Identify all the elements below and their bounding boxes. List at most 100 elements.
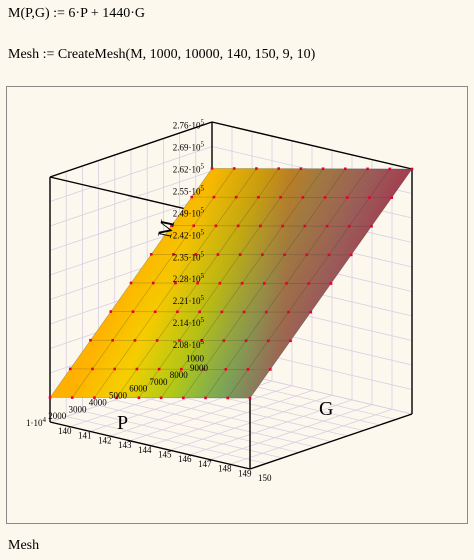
mesh-point [255, 167, 258, 170]
mesh-point [390, 196, 394, 199]
mesh-point [220, 310, 224, 314]
mesh-point [212, 195, 216, 199]
mesh-point [240, 281, 244, 285]
mesh-definition[interactable]: Mesh := CreateMesh(M, 1000, 10000, 140, … [8, 47, 316, 62]
z-tick-label: 2.28·105 [173, 272, 205, 284]
frame-edge [49, 121, 213, 178]
mesh-point [91, 367, 94, 371]
g-tick-label: 140 [58, 426, 72, 436]
mesh-line [90, 339, 291, 342]
mesh-point [287, 310, 290, 314]
mesh-point [244, 339, 248, 342]
grid-line [189, 399, 353, 456]
mesh-point [368, 196, 371, 199]
mesh-point [89, 338, 92, 342]
mesh-point [321, 167, 325, 171]
mesh-point [366, 167, 369, 171]
mesh-point [344, 167, 347, 171]
z-tick-base: 1000 [186, 354, 205, 364]
axis-label-g: G [319, 398, 333, 420]
mesh-point [268, 368, 272, 371]
mesh-point [281, 224, 284, 228]
mesh-point [218, 281, 222, 285]
mesh-point [48, 396, 52, 399]
mesh-point [210, 167, 214, 170]
mesh-point [178, 339, 181, 342]
mesh-point [180, 367, 183, 371]
mesh-point [234, 195, 238, 199]
mesh-point [265, 310, 268, 314]
grid-line [209, 404, 373, 460]
grid-line [149, 390, 313, 446]
grid-line [66, 416, 267, 464]
mesh-point [238, 253, 242, 256]
mesh-point [216, 253, 220, 256]
axis-label-p: P [117, 412, 128, 434]
mesh-point [347, 224, 351, 228]
mesh-line [211, 168, 413, 170]
mesh-point [232, 167, 236, 170]
mesh-point [157, 367, 161, 371]
mesh-point [202, 367, 205, 371]
grid-line [169, 394, 333, 451]
mesh-point [109, 310, 113, 313]
g-tick-label: 145 [158, 450, 172, 460]
z-tick-label: 2.49·105 [173, 206, 205, 218]
surface-plot[interactable]: 2.08·105 2.14·105 2.21·105 2.28·105 2.35·105… [6, 86, 468, 524]
mesh-point [93, 396, 96, 399]
mesh-point [192, 224, 196, 228]
grid-line [114, 399, 315, 448]
g-tick-label: 148 [218, 464, 232, 474]
mesh-point [388, 167, 392, 171]
mesh-point [329, 282, 333, 285]
tick-labels: 2.08·105 2.14·105 2.21·105 2.28·105 2.35·105… [26, 119, 272, 483]
surface-plot-canvas[interactable]: 2.08·105 2.14·105 2.21·105 2.28·105 2.35·105… [7, 87, 467, 523]
p-tick-label: 7000 [150, 377, 169, 387]
mesh-point [196, 281, 199, 285]
mesh-point [159, 396, 163, 400]
p-tick-label: 6000 [129, 384, 148, 394]
mesh-line [70, 368, 271, 370]
mesh-point [283, 253, 286, 257]
mesh-point [325, 224, 329, 228]
mesh-point [113, 367, 116, 371]
z-tick-label: 2.55·105 [173, 184, 205, 196]
z-tick-label: 2.42·105 [173, 228, 205, 240]
mesh-line [49, 397, 251, 399]
mesh-point [279, 196, 282, 199]
z-tick-label: 2.35·105 [173, 250, 205, 262]
mesh-point [323, 196, 327, 199]
g-tick-label: 149 [238, 468, 252, 478]
z-tick-label: 2.76·105 [173, 119, 205, 131]
mesh-point [261, 253, 264, 256]
mesh-point [190, 195, 194, 199]
mesh-point [349, 253, 353, 257]
mesh-point [200, 339, 203, 342]
mesh-point [246, 368, 250, 371]
mesh-line [151, 254, 352, 256]
mesh-point [410, 167, 414, 171]
mesh-point [68, 367, 72, 371]
frame-edge [49, 421, 251, 470]
g-tick-label: 150 [258, 473, 272, 483]
p-tick-label: 4000 [89, 397, 108, 407]
mesh-surface[interactable] [49, 168, 413, 399]
mesh-point [277, 167, 280, 170]
z-tick-label: 2.21·105 [173, 294, 205, 306]
p-tick-label: 8000 [170, 370, 189, 380]
grid-line [229, 408, 393, 465]
mesh-point [214, 224, 218, 228]
mesh-point [198, 310, 201, 314]
p-tick-label: 1·104 [26, 416, 47, 428]
frame-edge [211, 121, 413, 170]
function-definition[interactable]: M(P,G) := 6·P + 1440·G [8, 6, 145, 21]
mesh-point [242, 310, 246, 314]
mesh-point [133, 339, 137, 342]
mesh-point [115, 396, 118, 399]
plot-caption[interactable]: Mesh [8, 538, 40, 553]
mesh-point [327, 253, 331, 257]
mesh-point [346, 196, 349, 199]
mesh-point [151, 281, 155, 285]
mesh-line [130, 282, 332, 284]
mesh-point [137, 396, 141, 400]
